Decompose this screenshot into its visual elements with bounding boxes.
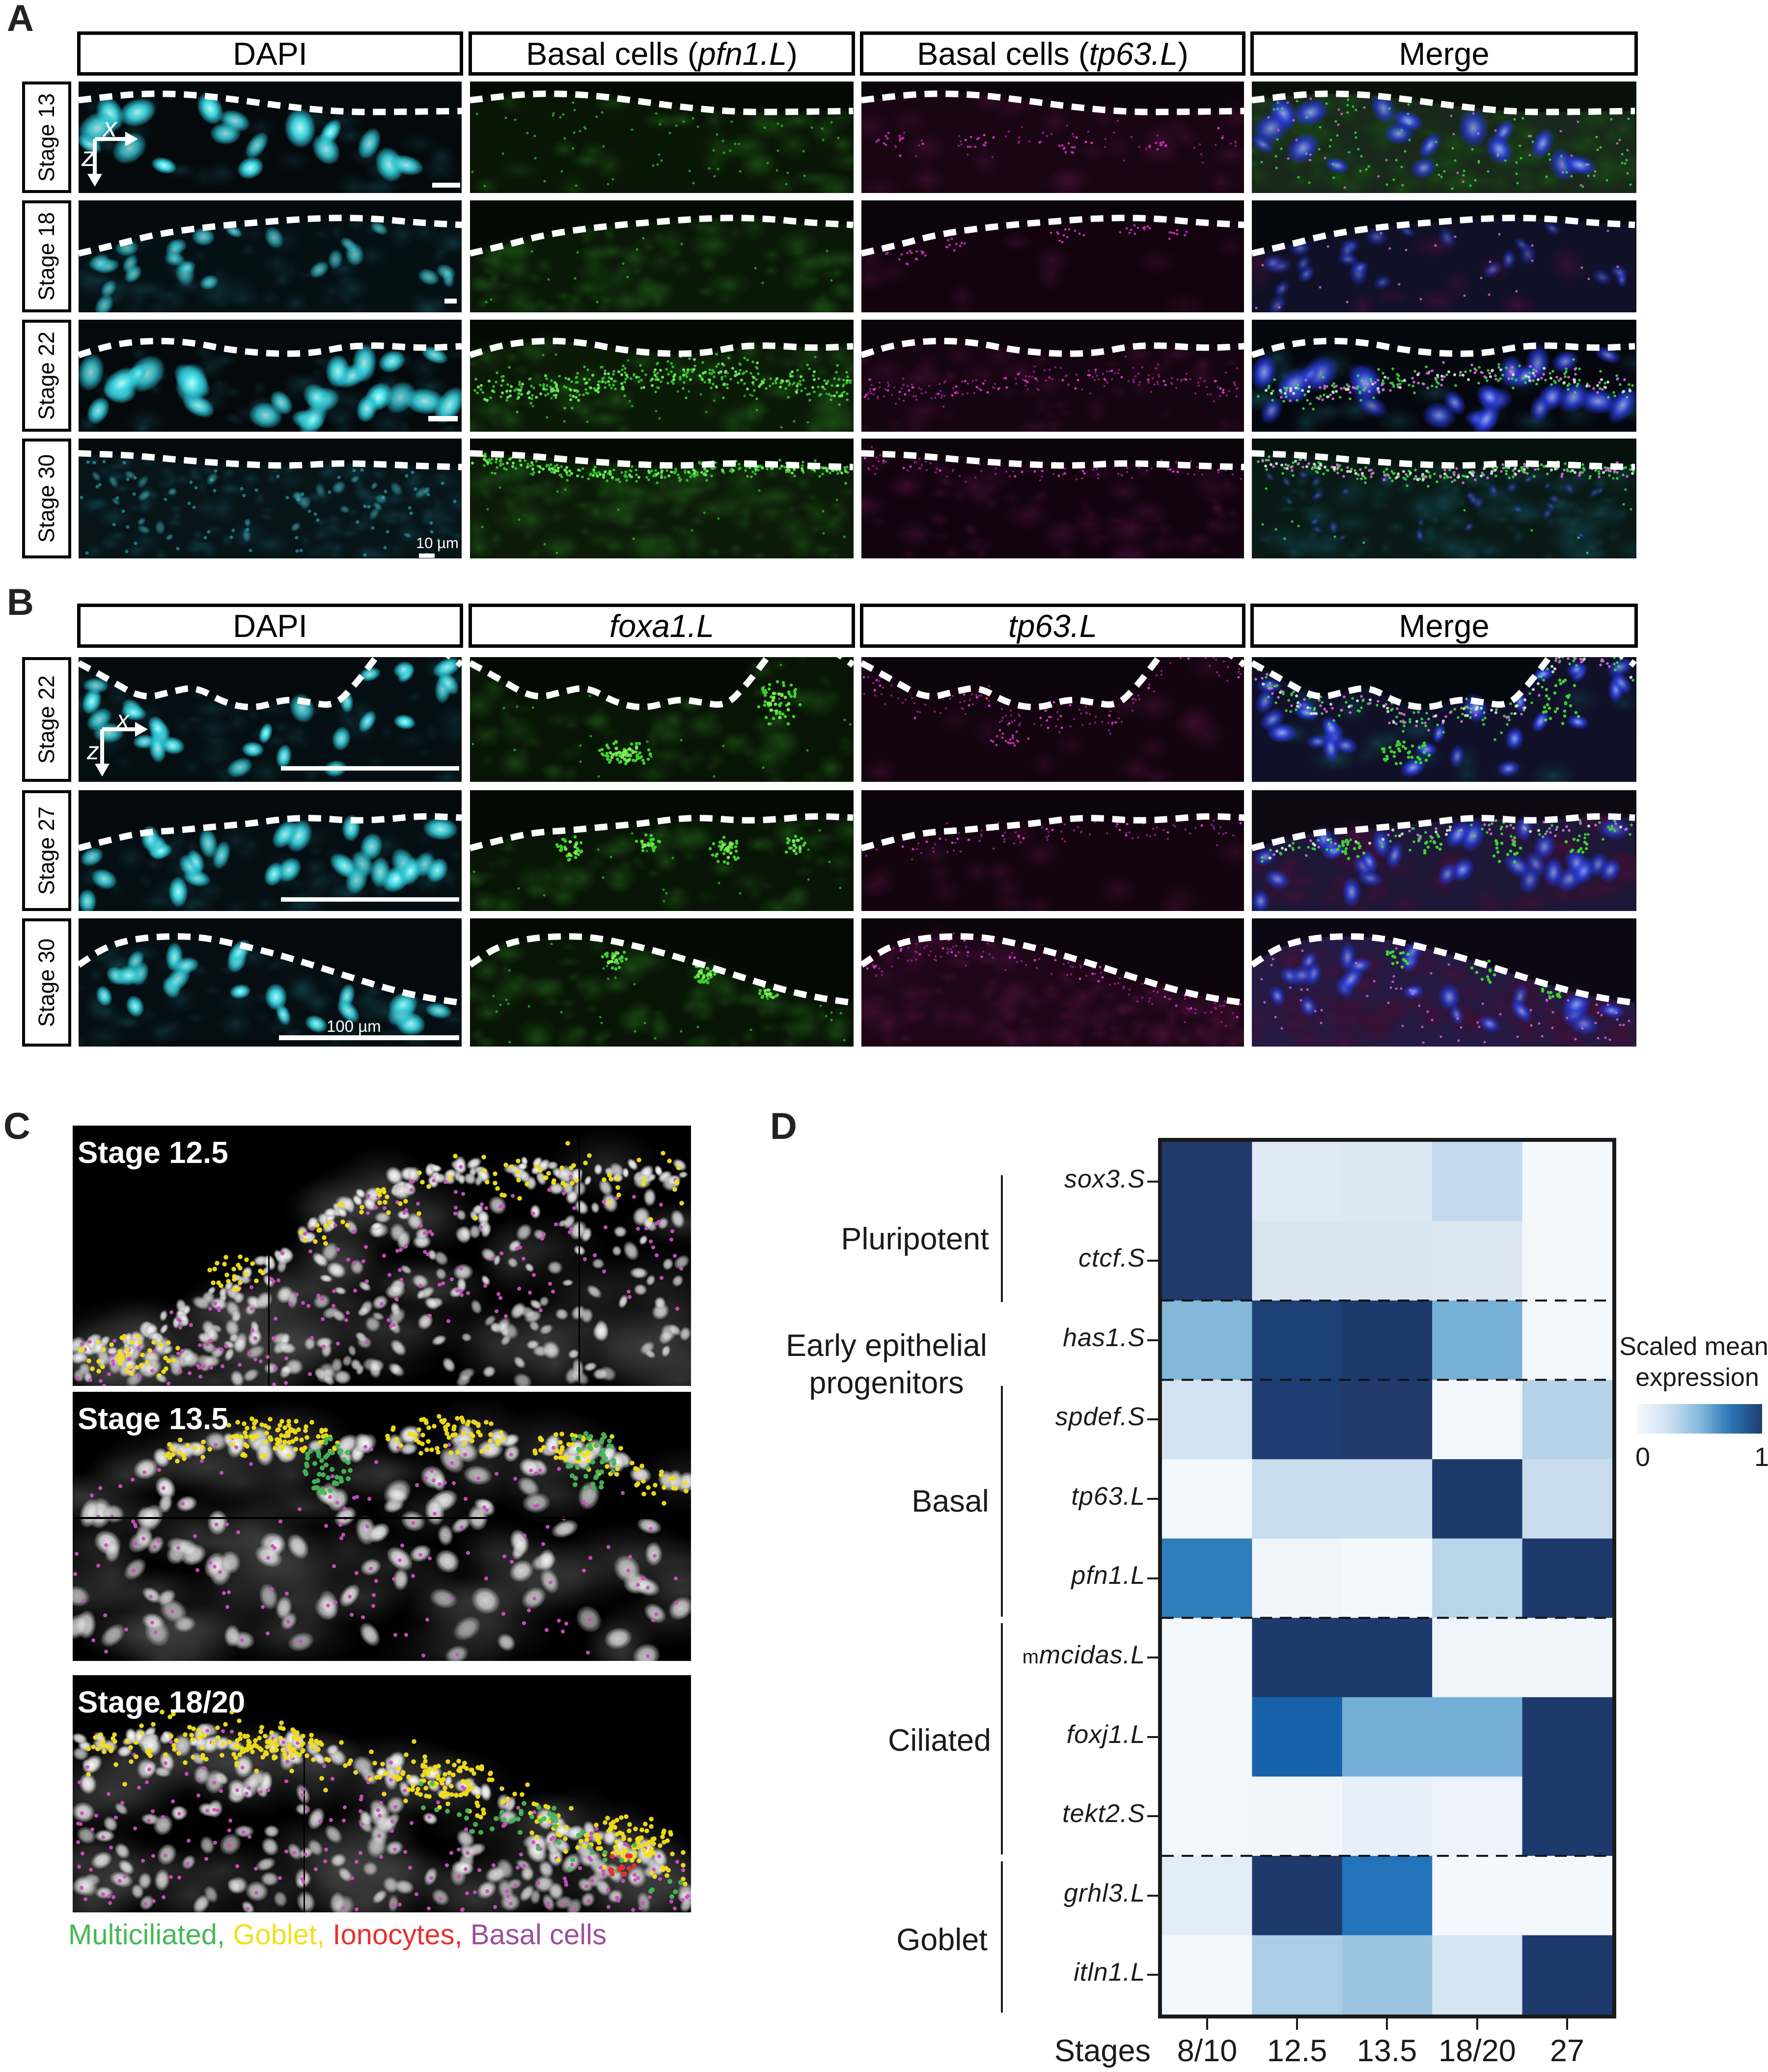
svg-text:100 µm: 100 µm bbox=[327, 1017, 381, 1035]
svg-text:10 µm: 10 µm bbox=[416, 534, 459, 552]
svg-text:z: z bbox=[86, 737, 99, 765]
svg-text:z: z bbox=[81, 141, 95, 172]
svg-text:x: x bbox=[102, 111, 118, 142]
svg-text:x: x bbox=[116, 706, 130, 733]
